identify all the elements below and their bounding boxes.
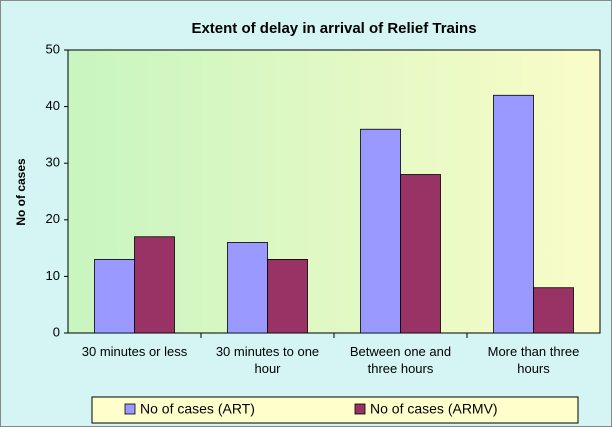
bar <box>94 259 135 334</box>
y-tick-label: 40 <box>46 98 60 113</box>
legend-label: No of cases (ARMV) <box>370 401 498 417</box>
y-tick-label: 10 <box>46 268 60 283</box>
x-tick-label: 30 minutes or less <box>81 344 188 359</box>
x-tick-label: Between one and three hours <box>349 344 452 376</box>
bar <box>267 259 308 334</box>
chart-title: Extent of delay in arrival of Relief Tra… <box>191 20 476 37</box>
bar <box>493 94 534 334</box>
y-tick-label: 30 <box>46 155 60 170</box>
legend-swatch <box>124 403 136 415</box>
bar <box>227 242 268 334</box>
x-tick-label: More than three hours <box>487 344 580 376</box>
bar <box>400 174 441 334</box>
bar <box>360 128 401 334</box>
y-tick-label: 50 <box>46 41 60 56</box>
legend-swatch <box>354 403 366 415</box>
legend-label: No of cases (ART) <box>140 401 255 417</box>
y-tick-label: 0 <box>53 324 60 339</box>
legend-box <box>91 396 579 424</box>
bar <box>533 287 574 334</box>
bar <box>134 236 175 334</box>
y-tick-label: 20 <box>46 211 60 226</box>
y-axis-label: No of cases <box>14 158 28 226</box>
x-tick-label: 30 minutes to one hour <box>215 344 320 376</box>
